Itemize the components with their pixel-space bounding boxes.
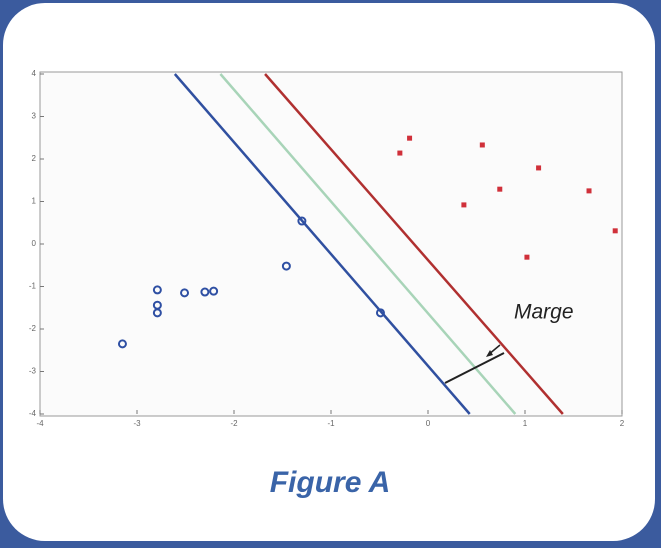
y-tick-label: -3: [29, 367, 37, 376]
point: [479, 142, 485, 148]
y-tick-label: 0: [32, 239, 37, 248]
point: [497, 186, 503, 192]
y-tick-label: -4: [29, 409, 37, 418]
point: [612, 228, 618, 234]
y-tick-label: 4: [32, 69, 37, 78]
margin-bracket: [444, 352, 505, 384]
y-tick-label: 2: [32, 154, 37, 163]
y-tick-label: 1: [32, 197, 37, 206]
point: [586, 188, 592, 194]
x-tick-label: 0: [426, 419, 431, 428]
x-tick-label: 1: [523, 419, 528, 428]
point: [152, 308, 162, 318]
point: [281, 261, 291, 271]
point: [407, 135, 413, 141]
plot: -4 -3 -2 -1 0 1 2 -4 -3 -2 -1 0 1 2 3 4: [29, 69, 625, 428]
point: [397, 150, 403, 156]
annotation: Marge: [514, 301, 574, 324]
point: [180, 288, 190, 298]
caption: Figure A: [270, 466, 391, 499]
x-tick-label: -3: [133, 419, 141, 428]
point: [536, 165, 542, 171]
arrow-head: [486, 350, 493, 357]
point: [524, 254, 530, 260]
point: [152, 285, 162, 295]
point: [209, 286, 219, 296]
x-tick-label: 2: [620, 419, 625, 428]
x-tick-label: -2: [230, 419, 238, 428]
y-tick-label: -1: [29, 282, 37, 291]
x-tick-label: -1: [327, 419, 335, 428]
point: [200, 287, 210, 297]
point: [117, 339, 127, 349]
boundary-line: [219, 73, 517, 415]
plot-area: [39, 71, 623, 417]
point: [297, 216, 307, 226]
x-tick-label: -4: [36, 419, 44, 428]
point: [375, 308, 385, 318]
y-tick-label: 3: [32, 112, 37, 121]
boundary-line: [173, 73, 471, 415]
y-tick-label: -2: [29, 324, 37, 333]
point: [461, 202, 467, 208]
boundary-line: [264, 73, 564, 415]
